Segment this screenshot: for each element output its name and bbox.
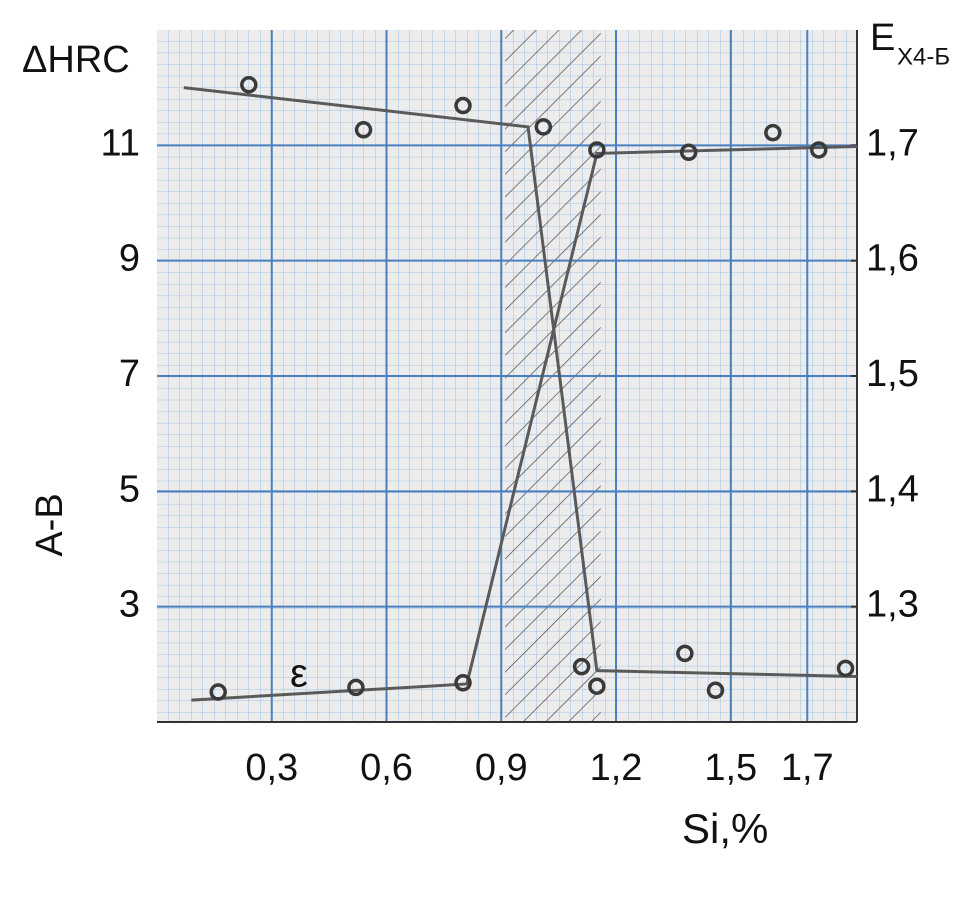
data-point: [679, 143, 698, 162]
x-tick-label: 1,7: [781, 747, 834, 789]
y-tick-label: 3: [119, 584, 140, 626]
x-tick-label: 1,2: [590, 747, 643, 789]
data-point: [809, 141, 828, 159]
x-tick-label: 1,5: [704, 747, 757, 789]
y2-tick-label: 1,7: [866, 122, 919, 164]
data-point: [764, 123, 782, 142]
data-point: [572, 657, 591, 676]
y2-tick-label: 1,6: [866, 238, 919, 280]
data-point: [836, 659, 855, 678]
data-point: [240, 76, 258, 94]
y-axis-label: A-B: [29, 493, 71, 556]
y2-tick-label: 1,4: [866, 468, 919, 510]
y-tick-label: 7: [119, 353, 140, 395]
y-axis-top-label: ΔHRC: [22, 39, 130, 81]
data-point: [534, 118, 553, 136]
data-point: [706, 681, 725, 700]
y2-tick-label: 1,3: [866, 584, 919, 626]
y-tick-label: 5: [119, 468, 140, 510]
data-point: [676, 644, 694, 663]
y2-axis-label: E: [870, 17, 895, 59]
data-point: [454, 674, 472, 692]
x-tick-label: 0,9: [475, 747, 528, 789]
data-point: [588, 141, 606, 159]
data-point: [588, 677, 606, 695]
data-point: [209, 683, 227, 701]
data-point: [454, 96, 472, 115]
trend-line: [191, 144, 858, 702]
trend-line: [183, 86, 858, 678]
y-tick-label: 11: [101, 122, 140, 164]
annotation: ε: [290, 652, 308, 696]
x-tick-label: 0,3: [245, 747, 298, 789]
x-tick-label: 0,6: [360, 747, 413, 789]
data-point: [354, 121, 373, 139]
x-axis-label: Si,%: [682, 805, 768, 852]
y-tick-label: 9: [119, 238, 140, 280]
data-point: [347, 678, 365, 697]
y2-axis-label-sub: X4-Б: [897, 43, 950, 70]
y2-tick-label: 1,5: [866, 353, 919, 395]
